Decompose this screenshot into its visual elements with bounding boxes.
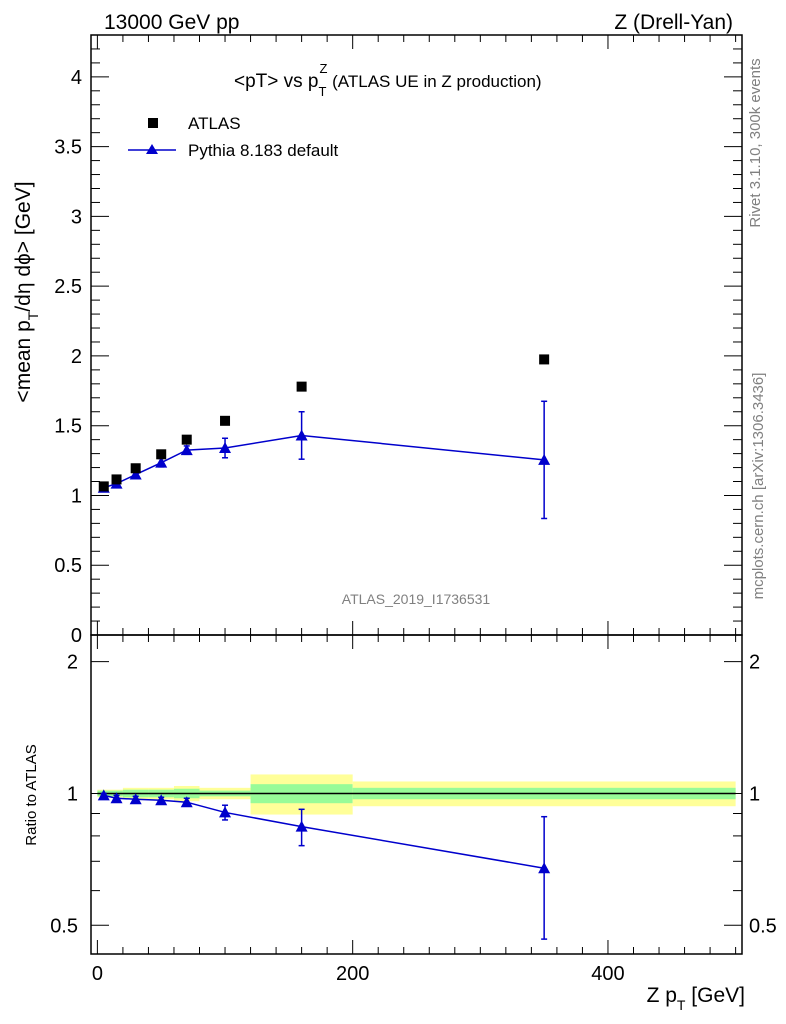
pythia-point	[295, 429, 308, 441]
main-y-tick-label: 4	[71, 67, 82, 89]
ratio-marks	[97, 789, 551, 940]
main-title-suffix: (ATLAS UE in Z production)	[327, 72, 541, 91]
header-right: Z (Drell-Yan)	[614, 11, 733, 34]
ratio-point	[97, 789, 110, 801]
ratio-y-tick-label-left: 2	[67, 652, 78, 674]
rivet-label: Rivet 3.1.10, 300k events	[747, 58, 764, 227]
ratio-y-tick-label-right: 1	[749, 783, 760, 805]
ratio-axis-ticks: 0 200 400 0.5 0.5 1 1 2 2	[50, 635, 777, 985]
x-axis-label: Z pT [GeV]	[647, 984, 745, 1013]
main-y-tick-label: 1.5	[54, 416, 82, 438]
atlas-point	[220, 415, 231, 426]
main-marks	[97, 354, 551, 520]
pythia-series-line	[103, 434, 545, 489]
ratio-point	[129, 793, 142, 805]
pythia-point	[538, 453, 551, 465]
ratio-point	[110, 792, 123, 804]
ratio-bands	[97, 774, 736, 815]
analysis-watermark: ATLAS_2019_I1736531	[342, 591, 491, 607]
pythia-point	[180, 444, 193, 456]
atlas-point	[181, 434, 192, 445]
ratio-frame	[90, 634, 743, 955]
atlas-point	[111, 474, 122, 485]
pythia-point	[219, 442, 232, 454]
main-axis-ticks: 0 0.5 1 1.5 2 2.5 3 3.5 4	[54, 34, 742, 647]
main-title-sub: T	[319, 84, 327, 99]
ratio-point	[155, 794, 168, 806]
atlas-point	[130, 463, 141, 474]
main-y-tick-label: 3.5	[54, 137, 82, 159]
ratio-point	[219, 806, 232, 818]
ratio-point	[538, 862, 551, 874]
main-y-tick-label: 2	[71, 346, 82, 368]
main-title: <pT> vs pTZ (ATLAS UE in Z production)	[234, 61, 542, 99]
ratio-y-tick-label-right: 2	[749, 652, 760, 674]
atlas-point	[98, 481, 109, 492]
main-y-axis-label: <mean pT/dη dϕ> [GeV]	[12, 181, 41, 402]
main-y-tick-label: 1	[71, 485, 82, 507]
xlabel-suffix: [GeV]	[685, 984, 745, 1007]
main-title-sup: Z	[319, 61, 327, 76]
xlabel-text: Z p	[647, 984, 677, 1007]
atlas-point	[156, 449, 167, 460]
legend-atlas-marker	[148, 118, 158, 128]
main-y-tick-label: 0	[71, 625, 82, 647]
ratio-y-axis-label: Ratio to ATLAS	[23, 744, 40, 845]
x-tick-label: 200	[336, 963, 369, 985]
ratio-y-tick-label-right: 0.5	[749, 915, 777, 937]
atlas-point	[296, 381, 307, 392]
pythia-point	[155, 456, 168, 468]
ratio-point	[295, 820, 308, 832]
pythia-point	[129, 468, 142, 480]
main-ylabel-sub: T	[25, 311, 41, 320]
mcplots-label: mcplots.cern.ch [arXiv:1306.3436]	[750, 373, 767, 600]
legend-atlas-label: ATLAS	[188, 114, 241, 133]
main-ylabel-suffix: /dη dϕ> [GeV]	[12, 181, 35, 311]
legend-pythia-label: Pythia 8.183 default	[188, 141, 339, 160]
ratio-point	[180, 796, 193, 808]
ratio-y-tick-label-left: 0.5	[50, 915, 78, 937]
atlas-point	[539, 354, 550, 365]
main-y-tick-label: 3	[71, 206, 82, 228]
main-ylabel-text: <mean p	[12, 320, 35, 402]
main-y-tick-label: 0.5	[54, 555, 82, 577]
header-left: 13000 GeV pp	[104, 11, 239, 34]
ratio-y-tick-label-left: 1	[67, 783, 78, 805]
x-tick-label: 0	[92, 963, 103, 985]
xlabel-sub: T	[677, 997, 686, 1013]
x-tick-label: 400	[591, 963, 624, 985]
legend-pythia-marker	[146, 144, 158, 154]
main-title-text: <pT> vs p	[234, 71, 319, 92]
main-y-tick-label: 2.5	[54, 276, 82, 298]
